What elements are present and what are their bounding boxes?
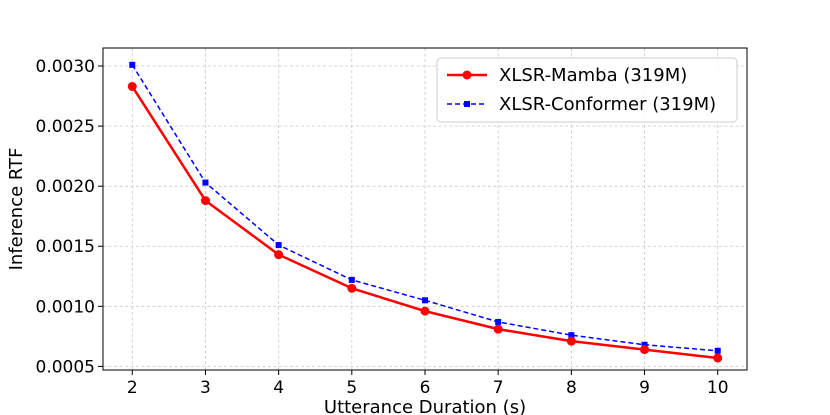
data-point-mamba <box>640 345 650 355</box>
y-tick-label: 0.0010 <box>36 297 95 317</box>
data-point-mamba <box>347 283 357 293</box>
data-point-mamba <box>493 324 503 334</box>
data-point-mamba <box>713 353 723 363</box>
x-tick-label: 9 <box>639 378 650 398</box>
legend-marker-conformer <box>464 101 470 107</box>
legend: XLSR-Mamba (319M) XLSR-Conformer (319M) <box>436 57 738 123</box>
x-axis-label: Utterance Duration (s) <box>324 397 526 415</box>
x-tick-label: 2 <box>127 378 138 398</box>
legend-marker-mamba <box>462 70 472 80</box>
data-point-mamba <box>127 81 137 91</box>
series-line-conformer <box>131 64 718 352</box>
y-tick-label: 0.0025 <box>36 117 95 137</box>
data-point-conformer <box>568 332 575 339</box>
legend-box <box>436 57 738 123</box>
x-tick-label: 7 <box>493 378 504 398</box>
x-tick-label: 6 <box>420 378 431 398</box>
x-tick-label: 3 <box>200 378 211 398</box>
y-tick-label: 0.0030 <box>36 57 95 77</box>
grid <box>103 48 747 370</box>
data-point-mamba <box>420 306 430 316</box>
y-axis-label: Inference RTF <box>6 148 27 271</box>
axis-ticks: 2 3 4 5 6 7 8 9 10 0.0005 0.0010 0.0015 0.0020 0.0025… <box>36 57 729 398</box>
x-tick-label: 5 <box>346 378 357 398</box>
data-point-mamba <box>274 250 284 260</box>
x-tick-label: 4 <box>273 378 284 398</box>
legend-label-conformer: XLSR-Conformer (319M) <box>499 94 716 115</box>
legend-label-mamba: XLSR-Mamba (319M) <box>499 65 687 86</box>
data-point-conformer <box>275 242 282 249</box>
data-point-mamba <box>566 336 576 346</box>
data-point-conformer <box>714 347 721 354</box>
data-point-conformer <box>129 61 136 68</box>
y-tick-label: 0.0005 <box>36 357 95 377</box>
y-tick-label: 0.0015 <box>36 237 95 257</box>
data-point-conformer <box>422 297 428 304</box>
data-point-conformer <box>202 179 209 186</box>
data-point-mamba <box>200 196 210 206</box>
series-layer <box>127 61 723 363</box>
data-point-conformer <box>495 318 502 325</box>
data-point-conformer <box>641 341 648 348</box>
x-tick-label: 10 <box>707 378 729 398</box>
y-tick-label: 0.0020 <box>36 177 95 197</box>
data-point-conformer <box>348 276 355 283</box>
x-tick-label: 8 <box>566 378 577 398</box>
